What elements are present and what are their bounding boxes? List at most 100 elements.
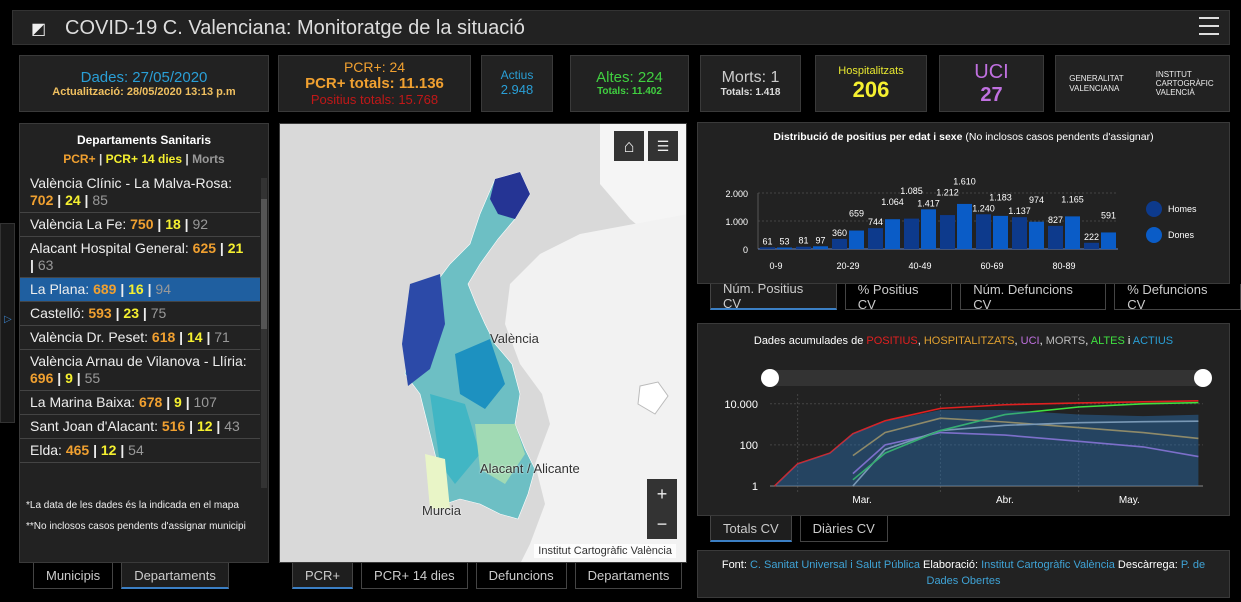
department-name: La Plana:	[30, 281, 90, 297]
scrollbar[interactable]	[261, 178, 267, 488]
map-view[interactable]: ⌂ ☰ València Alacant / Alicante Murcia +…	[279, 123, 687, 563]
series-line-hospitalitzats	[852, 417, 1199, 457]
y-tick-label: 0	[743, 245, 748, 255]
bar	[1029, 221, 1044, 249]
region-polygon[interactable]	[475, 424, 525, 484]
bar-value-label: 974	[1029, 195, 1044, 205]
department-item[interactable]: Sant Joan d'Alacant: 516 | 12 | 43	[20, 415, 260, 439]
pcr14-value: 12	[100, 442, 117, 458]
department-item[interactable]: València Dr. Peset: 618 | 14 | 71	[20, 326, 260, 350]
zoom-out-button[interactable]: −	[647, 509, 677, 539]
series-line-morts	[852, 420, 1199, 487]
department-item[interactable]: València Clínic - La Malva-Rosa: 702 | 2…	[20, 172, 260, 213]
department-item[interactable]: La Plana: 689 | 16 | 94	[20, 278, 260, 302]
kpi-logos: GENERALITAT VALENCIANA INSTITUT CARTOGRÀ…	[1055, 55, 1230, 112]
bar-value-label: 1.165	[1061, 194, 1084, 204]
morts-value: 71	[214, 329, 230, 345]
x-tick-label: 0-9	[769, 261, 782, 271]
source-link[interactable]: C. Sanitat Universal i Salut Pública	[749, 559, 920, 571]
department-name: Elda:	[30, 442, 62, 458]
tab-num-positius[interactable]: Núm. Positius CV	[710, 281, 837, 311]
tab-departaments[interactable]: Departaments	[121, 563, 229, 589]
title-part: ,	[1014, 335, 1021, 347]
legend-pcr: PCR+	[63, 152, 96, 166]
time-slider-handle	[1194, 369, 1212, 387]
sep: |	[219, 240, 224, 256]
series-line-uci	[852, 431, 1199, 475]
tab-pcr[interactable]: PCR+	[292, 563, 354, 589]
actius-label: Actius	[500, 68, 534, 83]
bar	[993, 215, 1008, 249]
side-panel-handle[interactable]: ▷	[0, 223, 15, 423]
series-line-altes	[852, 401, 1199, 481]
sep: |	[185, 394, 190, 410]
legend-morts: Morts	[192, 152, 225, 166]
region-polygon[interactable]	[425, 454, 450, 509]
pcr14-value: 16	[128, 281, 144, 297]
kpi-actius: Actius 2.948	[481, 55, 553, 112]
bar-value-label: 1.085	[900, 186, 923, 196]
sep: |	[157, 216, 162, 232]
bar	[868, 228, 883, 249]
tab-num-defuncions[interactable]: Núm. Defuncions CV	[960, 282, 1107, 312]
tab-defuncions[interactable]: Defuncions	[475, 563, 567, 589]
department-item[interactable]: Alacant Hospital General: 625 | 21 | 63	[20, 237, 260, 278]
region-polygon[interactable]	[402, 274, 445, 386]
tab-diaries[interactable]: Diàries CV	[799, 516, 888, 542]
choropleth-map[interactable]	[280, 124, 687, 563]
bar-title: Distribució de positius per edat i sexe	[773, 131, 963, 143]
download-link[interactable]: P. de Dades Obertes	[926, 559, 1206, 587]
hamburger-icon[interactable]	[1199, 17, 1219, 35]
pcr14-value: 18	[165, 216, 181, 232]
department-item[interactable]: Castelló: 593 | 23 | 75	[20, 302, 260, 326]
sep: |	[184, 216, 189, 232]
scrollbar-thumb[interactable]	[261, 199, 267, 329]
department-name: Sant Joan d'Alacant:	[30, 418, 158, 434]
tab-totals[interactable]: Totals CV	[710, 516, 792, 542]
zoom-in-button[interactable]: +	[647, 479, 677, 509]
department-name: València Dr. Peset:	[30, 329, 149, 345]
tab-pct-defuncions[interactable]: % Defuncions CV	[1114, 282, 1241, 312]
bar	[976, 214, 991, 249]
tab-municipis[interactable]: Municipis	[33, 563, 114, 589]
x-tick-label: Abr.	[996, 495, 1014, 506]
y-tick-label: 100	[740, 440, 758, 452]
x-tick-label: 20-29	[836, 261, 859, 271]
tab-departaments-map[interactable]: Departaments	[574, 563, 683, 589]
title-part: HOSPITALITZATS	[923, 335, 1015, 347]
tab-pcr-14-dies[interactable]: PCR+ 14 dies	[361, 563, 468, 589]
home-icon[interactable]: ⌂	[614, 131, 644, 161]
elab-label: Elaboració:	[923, 559, 979, 571]
sep: |	[166, 394, 171, 410]
altes-totals: Totals: 11.402	[597, 86, 662, 98]
region-polygon[interactable]	[455, 339, 505, 409]
bar-value-label: 97	[815, 235, 825, 245]
pcr-value: 593	[88, 305, 112, 321]
department-item[interactable]: La Marina Baixa: 678 | 9 | 107	[20, 391, 260, 415]
sea	[505, 214, 686, 562]
pcr-value: 696	[30, 370, 54, 386]
department-name: La Marina Baixa:	[30, 394, 136, 410]
sep: |	[147, 281, 152, 297]
bar-value-label: 81	[798, 236, 808, 246]
legend-list-icon[interactable]: ☰	[648, 131, 678, 161]
department-item[interactable]: València La Fe: 750 | 18 | 92	[20, 213, 260, 237]
kpi-hospitalitzats: Hospitalitzats 206	[815, 55, 927, 112]
pcr-value: 689	[93, 281, 117, 297]
region-polygon[interactable]	[490, 172, 530, 219]
sep: |	[189, 418, 194, 434]
morts-totals: Totals: 1.418	[720, 86, 781, 98]
morts-value: 85	[92, 192, 108, 208]
bar	[1084, 242, 1099, 249]
department-name: València Clínic - La Malva-Rosa:	[30, 175, 233, 191]
bar	[1101, 232, 1116, 249]
bar-subtitle: (No inclosos casos pendents d'assignar)	[965, 131, 1154, 143]
pcr-value: 750	[130, 216, 154, 232]
title-part: ,	[917, 335, 924, 347]
elaboration-link[interactable]: Institut Cartogràfic València	[981, 559, 1115, 571]
department-item[interactable]: València Arnau de Vilanova - Llíria: 696…	[20, 350, 260, 391]
line-chart-panel: Dades acumulades de POSITIUS, HOSPITALIT…	[697, 323, 1230, 516]
department-item[interactable]: Elda: 465 | 12 | 54	[20, 439, 260, 463]
morts-value: 43	[224, 418, 240, 434]
tab-pct-positius[interactable]: % Positius CV	[844, 282, 953, 312]
